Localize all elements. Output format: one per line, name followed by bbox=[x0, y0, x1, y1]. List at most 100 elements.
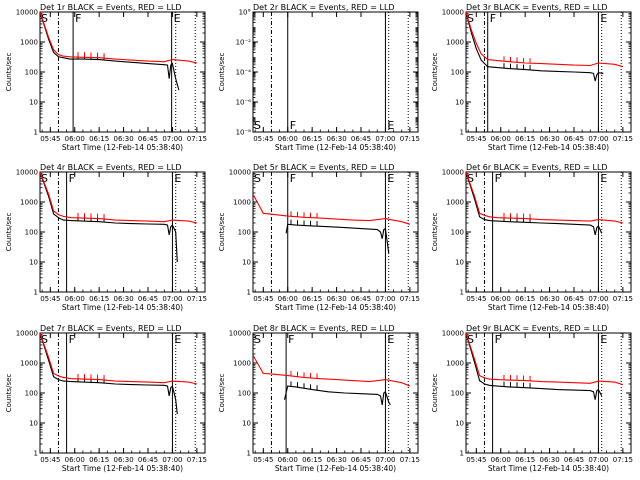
x-tick-label: 06:45 bbox=[138, 295, 158, 303]
series-lld-line bbox=[40, 172, 198, 224]
x-tick-label: 06:15 bbox=[515, 456, 535, 464]
y-tick-label: 10 bbox=[29, 259, 38, 267]
marker-label-s: S bbox=[41, 333, 48, 346]
y-tick-label: 100 bbox=[238, 229, 251, 237]
marker-label-s: S bbox=[467, 12, 474, 25]
x-tick-label: 06:45 bbox=[564, 135, 584, 143]
series-lld-line bbox=[253, 355, 411, 387]
x-tick-label: 06:30 bbox=[539, 295, 559, 303]
x-tick-label: 06:45 bbox=[351, 135, 371, 143]
marker-label-e: E bbox=[387, 119, 394, 132]
x-tick-label: 06:30 bbox=[326, 456, 346, 464]
x-tick-label: 06:30 bbox=[113, 295, 133, 303]
y-tick-label: 1 bbox=[460, 129, 464, 137]
y-tick-label: 100 bbox=[25, 229, 38, 237]
axes-frame bbox=[39, 171, 206, 293]
x-tick-label: 06:30 bbox=[539, 135, 559, 143]
y-tick-label: 1 bbox=[247, 450, 251, 458]
panel-7: Det 7r BLACK = Events, RED = LLD 1 10 100 10… bbox=[5, 324, 207, 473]
panel-4: Det 4r BLACK = Events, RED = LLD 1 10 100 10… bbox=[5, 163, 207, 312]
x-tick-label: 07:00 bbox=[162, 135, 182, 143]
x-tick-label: 05:45 bbox=[253, 135, 273, 143]
axes-frame bbox=[465, 11, 632, 133]
marker-label-s: S bbox=[254, 172, 261, 185]
marker-label-s: S bbox=[254, 119, 261, 132]
panel-title: Det 9r BLACK = Events, RED = LLD bbox=[466, 324, 608, 333]
y-axis-label: Counts/sec bbox=[431, 213, 439, 252]
axes-frame bbox=[252, 332, 419, 454]
marker-label-s: S bbox=[254, 333, 261, 346]
series-lld-line bbox=[466, 172, 624, 224]
x-tick-label: 06:15 bbox=[89, 295, 109, 303]
x-tick-label: 07:00 bbox=[375, 135, 395, 143]
y-tick-label: 1 bbox=[247, 289, 251, 297]
x-tick-label: 06:15 bbox=[302, 295, 322, 303]
x-tick-label: 07:15 bbox=[613, 295, 633, 303]
panel-1: Det 1r BLACK = Events, RED = LLD 1 10 100 10… bbox=[5, 3, 207, 152]
y-tick-label: 1000 bbox=[446, 39, 464, 47]
y-axis-label: Counts/sec bbox=[5, 213, 13, 252]
x-tick-label: 05:45 bbox=[466, 135, 486, 143]
panel-title: Det 8r BLACK = Events, RED = LLD bbox=[253, 324, 395, 333]
x-tick-label: 05:45 bbox=[466, 456, 486, 464]
y-tick-label: 10000 bbox=[442, 169, 464, 177]
x-axis-label: Start Time (12-Feb-14 05:38:40) bbox=[62, 464, 183, 473]
y-tick-label: 100 bbox=[25, 390, 38, 398]
marker-label-s: S bbox=[41, 12, 48, 25]
marker-label-e: E bbox=[600, 333, 607, 346]
marker-label-f: F bbox=[495, 333, 501, 346]
x-axis-label: Start Time (12-Feb-14 05:38:40) bbox=[488, 143, 609, 152]
y-tick-label: 10000 bbox=[229, 169, 251, 177]
y-tick-label: 1000 bbox=[20, 39, 38, 47]
x-tick-label: 06:00 bbox=[278, 295, 298, 303]
series-events-line bbox=[466, 333, 603, 400]
x-tick-label: 07:00 bbox=[588, 135, 608, 143]
x-tick-label: 07:00 bbox=[162, 295, 182, 303]
marker-label-e: E bbox=[600, 172, 607, 185]
panel-8: Det 8r BLACK = Events, RED = LLD 1 10 100 10… bbox=[218, 324, 420, 473]
y-tick-label: 10⁻⁸ bbox=[236, 129, 252, 137]
y-tick-label: 10⁻² bbox=[236, 39, 252, 47]
y-tick-label: 10000 bbox=[442, 330, 464, 338]
x-tick-label: 05:45 bbox=[40, 135, 60, 143]
marker-label-e: E bbox=[174, 12, 181, 25]
x-tick-label: 06:45 bbox=[138, 456, 158, 464]
x-tick-label: 07:00 bbox=[375, 295, 395, 303]
y-tick-label: 10 bbox=[455, 420, 464, 428]
y-axis-label: Counts/sec bbox=[431, 53, 439, 92]
y-tick-label: 1000 bbox=[233, 360, 251, 368]
marker-label-f: F bbox=[495, 172, 501, 185]
panel-title: Det 6r BLACK = Events, RED = LLD bbox=[466, 163, 608, 172]
x-tick-label: 06:45 bbox=[564, 456, 584, 464]
x-axis-label: Start Time (12-Feb-14 05:38:40) bbox=[275, 143, 396, 152]
x-tick-label: 05:45 bbox=[40, 295, 60, 303]
y-tick-label: 10 bbox=[242, 259, 251, 267]
x-tick-label: 06:15 bbox=[89, 135, 109, 143]
x-axis-label: Start Time (12-Feb-14 05:38:40) bbox=[488, 464, 609, 473]
panel-title: Det 1r BLACK = Events, RED = LLD bbox=[40, 3, 182, 12]
x-tick-label: 06:00 bbox=[491, 456, 511, 464]
y-tick-label: 100 bbox=[451, 390, 464, 398]
x-tick-label: 06:00 bbox=[278, 135, 298, 143]
x-tick-label: 07:15 bbox=[613, 135, 633, 143]
marker-label-s: S bbox=[467, 333, 474, 346]
y-tick-label: 10 bbox=[455, 99, 464, 107]
y-tick-label: 10000 bbox=[229, 330, 251, 338]
marker-label-f: F bbox=[75, 12, 81, 25]
x-tick-label: 06:30 bbox=[113, 135, 133, 143]
x-tick-label: 07:00 bbox=[162, 456, 182, 464]
y-tick-label: 100 bbox=[451, 69, 464, 77]
marker-label-f: F bbox=[69, 172, 75, 185]
marker-label-f: F bbox=[288, 333, 294, 346]
series-lld-line bbox=[253, 194, 411, 225]
series-events-line bbox=[283, 385, 391, 406]
y-tick-label: 1 bbox=[460, 450, 464, 458]
x-axis-label: Start Time (12-Feb-14 05:38:40) bbox=[275, 464, 396, 473]
y-tick-label: 10 bbox=[29, 99, 38, 107]
series-lld-line bbox=[466, 333, 624, 386]
marker-label-f: F bbox=[69, 333, 75, 346]
axes-frame bbox=[39, 332, 206, 454]
marker-label-s: S bbox=[467, 172, 474, 185]
marker-label-s: S bbox=[41, 172, 48, 185]
